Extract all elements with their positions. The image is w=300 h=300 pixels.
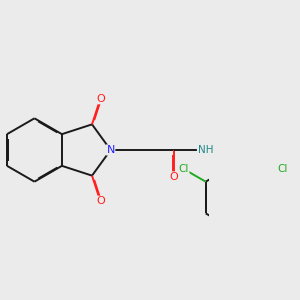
Text: O: O [169,172,178,182]
Text: NH: NH [198,145,213,155]
Text: N: N [106,145,115,155]
Text: Cl: Cl [277,164,288,174]
Text: Cl: Cl [178,164,189,174]
Text: O: O [96,196,105,206]
Text: O: O [96,94,105,104]
